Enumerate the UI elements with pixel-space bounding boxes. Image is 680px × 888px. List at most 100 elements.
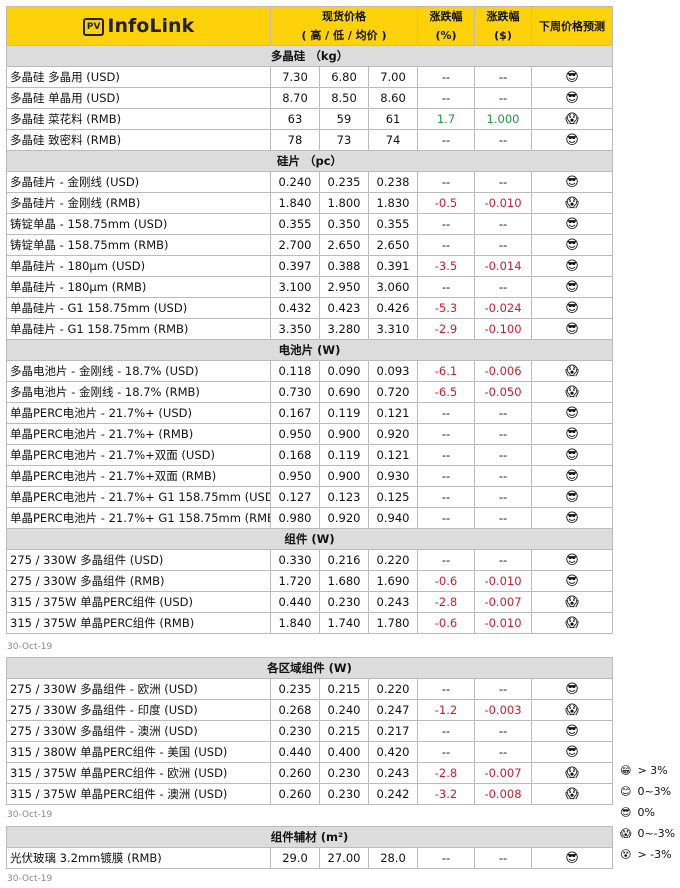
change-pct: -- [417,129,476,151]
product-name: 单晶PERC电池片 - 21.7%+ G1 158.75mm (USD) [6,486,271,508]
price-low: 73 [319,129,369,151]
price-avg: 0.093 [367,360,419,382]
price-high: 0.168 [270,444,320,466]
table-row: 多晶硅片 - 金刚线 (RMB) 1.840 1.800 1.830 -0.5 -0.01… [6,192,614,214]
scream-icon: 😱 [531,381,614,403]
product-name: 铸锭单晶 - 158.75mm (RMB) [6,234,271,256]
change-pct: -3.5 [417,255,476,277]
product-name: 315 / 375W 单晶PERC组件 - 澳洲 (USD) [6,783,271,805]
table-row: 多晶电池片 - 金刚线 - 18.7% (RMB) 0.730 0.690 0.720… [6,381,614,403]
sunglasses-icon: 😎 [531,171,614,193]
price-table-main: PV InfoLink 现货价格 ( 高 / 低 / 均价 ) 涨跌幅 (%) 涨跌幅… [5,6,614,634]
change-usd: -0.003 [474,699,532,721]
price-high: 78 [270,129,320,151]
price-avg: 0.217 [368,720,418,742]
header-pct-unit: (%) [435,29,457,42]
sunglasses-icon: 😎 [531,444,614,466]
price-avg: 2.650 [367,234,419,256]
change-usd: -- [474,486,533,508]
change-usd: -0.007 [474,762,532,784]
legend-label: > 3% [637,764,668,777]
table-row: 315 / 375W 单晶PERC组件 - 欧洲 (USD) 0.260 0.230… [6,762,614,784]
price-low: 2.950 [319,276,369,298]
price-high: 0.440 [270,741,320,763]
table-header: PV InfoLink 现货价格 ( 高 / 低 / 均价 ) 涨跌幅 (%) 涨跌幅… [6,6,614,46]
sunglasses-icon: 😎 [531,507,614,529]
price-high: 0.397 [270,255,320,277]
change-pct: -2.8 [417,762,475,784]
table-row: 单晶硅片 - 180µm (RMB) 3.100 2.950 3.060 -- -- 😎 [6,276,614,298]
price-low: 0.230 [319,591,369,613]
table-row: 275 / 330W 多晶组件 (USD) 0.330 0.216 0.220 -- --… [6,549,614,571]
product-name: 275 / 330W 多晶组件 (USD) [6,549,271,571]
change-usd: -0.050 [474,381,533,403]
product-name: 光伏玻璃 3.2mm镀膜 (RMB) [6,847,271,869]
sunglasses-icon: 😎 [531,213,614,235]
price-high: 0.950 [270,423,320,445]
table-row: 315 / 375W 单晶PERC组件 (RMB) 1.840 1.740 1.780… [6,612,614,634]
change-pct: -- [417,486,476,508]
change-pct: -6.1 [417,360,476,382]
change-usd: 1.000 [474,108,533,130]
change-pct: -5.3 [417,297,476,319]
product-name: 单晶PERC电池片 - 21.7%+ G1 158.75mm (RMB) [6,507,271,529]
table-row: 275 / 330W 多晶组件 - 欧洲 (USD) 0.235 0.215 0.22… [6,678,614,700]
table-row: 315 / 375W 单晶PERC组件 - 澳洲 (USD) 0.260 0.230… [6,783,614,805]
change-pct: -1.2 [417,699,475,721]
price-avg: 0.121 [367,444,419,466]
sunglasses-icon: 😎 [531,549,614,571]
date-note: 30-Oct-19 [7,642,53,652]
table-row: 315 / 375W 单晶PERC组件 (USD) 0.440 0.230 0.243… [6,591,614,613]
table-row: 多晶硅片 - 金刚线 (USD) 0.240 0.235 0.238 -- -- 😎 [6,171,614,193]
price-low: 59 [319,108,369,130]
change-usd: -- [474,444,533,466]
change-usd: -0.024 [474,297,533,319]
table-row: 单晶硅片 - 180µm (USD) 0.397 0.388 0.391 -3.5 -0.… [6,255,614,277]
price-avg: 0.920 [367,423,419,445]
section-title: 电池片 (W) [5,339,614,361]
price-high: 0.268 [270,699,320,721]
product-name: 单晶PERC电池片 - 21.7%+ (RMB) [6,423,271,445]
price-avg: 3.310 [367,318,419,340]
change-pct: -- [417,423,476,445]
price-avg: 61 [367,108,419,130]
change-pct: -- [417,549,476,571]
product-name: 315 / 375W 单晶PERC组件 (RMB) [6,612,271,634]
scream-icon: 😱 [620,827,632,840]
price-low: 0.900 [319,465,369,487]
product-name: 单晶PERC电池片 - 21.7%+ (USD) [6,402,271,424]
product-name: 275 / 330W 多晶组件 - 澳洲 (USD) [6,720,271,742]
change-pct: -2.9 [417,318,476,340]
header-price-label: 现货价格 [322,10,366,23]
change-pct: -- [417,234,476,256]
price-high: 1.840 [270,192,320,214]
change-pct: -0.6 [417,612,476,634]
price-high: 0.260 [270,783,320,805]
price-low: 3.280 [319,318,369,340]
price-avg: 74 [367,129,419,151]
table-row: 铸锭单晶 - 158.75mm (USD) 0.355 0.350 0.355 -- --… [6,213,614,235]
legend-item: 😵 > -3% [620,848,680,861]
section-title: 多晶硅 （kg） [5,45,614,67]
logo-text: InfoLink [107,15,195,38]
change-pct: -- [417,465,476,487]
price-low: 6.80 [319,66,369,88]
change-usd: -- [474,549,533,571]
table-row: 单晶硅片 - G1 158.75mm (USD) 0.432 0.423 0.426-… [6,297,614,319]
price-high: 0.167 [270,402,320,424]
price-high: 1.720 [270,570,320,592]
product-name: 单晶硅片 - 180µm (RMB) [6,276,271,298]
legend-item: 😁 > 3% [620,764,680,777]
price-avg: 0.420 [368,741,418,763]
legend-label: 0~-3% [637,827,676,840]
header-price: 现货价格 ( 高 / 低 / 均价 ) [269,6,419,46]
sunglasses-icon: 😎 [531,847,613,869]
header-price-sub: ( 高 / 低 / 均价 ) [301,29,387,42]
price-avg: 3.060 [367,276,419,298]
sunglasses-icon: 😎 [531,297,614,319]
scream-icon: 😱 [531,612,614,634]
price-avg: 0.720 [367,381,419,403]
change-usd: -0.100 [474,318,533,340]
product-name: 多晶硅 致密料 (RMB) [6,129,271,151]
scream-icon: 😱 [530,783,614,805]
